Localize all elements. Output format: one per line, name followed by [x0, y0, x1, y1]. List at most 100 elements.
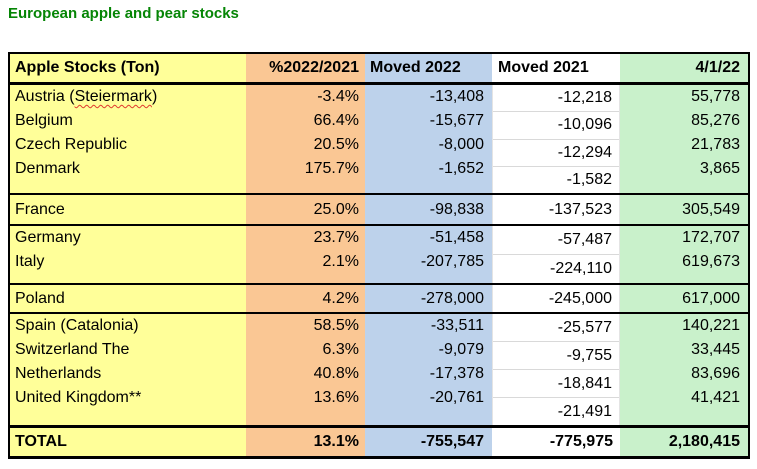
pct-cell[interactable]: 25.0% [313, 200, 359, 218]
stock-column: 55,778 85,276 21,783 3,865 [620, 85, 748, 193]
pct-column: 58.5% 6.3% 40.8% 13.6% [246, 314, 365, 425]
row-label-switzerland[interactable]: Switzerland The [15, 341, 130, 358]
pct-cell[interactable]: 40.8% [313, 365, 359, 382]
stock-column: 305,549 [620, 195, 748, 224]
section-austria-denmark: Austria (Steiermark) Belgium Czech Repub… [10, 85, 748, 195]
stock-column: 140,221 33,445 83,696 41,421 [620, 314, 748, 425]
moved-2021-cell[interactable]: -224,110 [493, 254, 619, 283]
stock-cell[interactable]: 619,673 [682, 253, 740, 270]
pct-column: 4.2% [246, 285, 365, 312]
row-label-czech-republic[interactable]: Czech Republic [15, 136, 128, 153]
pct-cell[interactable]: 2.1% [322, 253, 359, 270]
moved-2022-column: -13,408 -15,677 -8,000 -1,652 [365, 85, 492, 193]
pct-cell[interactable]: 175.7% [304, 160, 359, 177]
moved-2021-cell[interactable]: -25,577 [557, 318, 612, 336]
moved-2021-cell[interactable]: -21,491 [493, 397, 619, 425]
header-cell-date[interactable]: 4/1/22 [695, 59, 740, 76]
moved-2022-cell[interactable]: -98,838 [429, 200, 484, 218]
row-label-austria[interactable]: Austria (Steiermark) [10, 85, 246, 109]
stock-cell[interactable]: 617,000 [682, 289, 740, 307]
moved-2022-cell[interactable]: -207,785 [420, 253, 484, 270]
moved-2021-cell[interactable]: -1,582 [493, 165, 619, 193]
total-stock-cell[interactable]: 2,180,415 [668, 433, 740, 450]
stock-cell[interactable]: 41,421 [691, 389, 740, 406]
stock-cell[interactable]: 33,445 [691, 341, 740, 358]
row-label-denmark[interactable]: Denmark [15, 160, 80, 177]
pct-column: 23.7% 2.1% [246, 226, 365, 283]
country-column: Poland [10, 285, 246, 312]
country-column: Germany Italy [10, 226, 246, 283]
row-label-germany[interactable]: Germany [15, 229, 81, 246]
pct-cell[interactable]: 6.3% [322, 341, 359, 358]
pct-column: -3.4% 66.4% 20.5% 175.7% [246, 85, 365, 193]
row-label-france[interactable]: France [15, 200, 65, 218]
stock-cell[interactable]: 83,696 [691, 365, 740, 382]
header-col-date: 4/1/22 [620, 54, 748, 82]
stock-cell[interactable]: 55,778 [691, 88, 740, 105]
stocks-table: Apple Stocks (Ton) %2022/2021 Moved 2022… [8, 52, 750, 459]
pct-cell[interactable]: 66.4% [313, 112, 359, 129]
header-cell-moved2021[interactable]: Moved 2021 [498, 59, 589, 76]
stock-cell[interactable]: 3,865 [699, 160, 740, 177]
section-germany-italy: Germany Italy 23.7% 2.1% -51,458 -207,78… [10, 226, 748, 285]
pct-cell[interactable]: 13.6% [313, 389, 359, 406]
moved-2022-cell[interactable]: -20,761 [429, 389, 484, 406]
stock-cell[interactable]: 21,783 [691, 136, 740, 153]
header-cell-country[interactable]: Apple Stocks (Ton) [15, 59, 160, 76]
moved-2021-column: -775,975 [492, 428, 620, 456]
row-label-poland[interactable]: Poland [15, 289, 65, 307]
row-label-united-kingdom[interactable]: United Kingdom** [15, 389, 142, 406]
moved-2021-cell[interactable]: -57,487 [557, 231, 612, 248]
moved-2022-cell[interactable]: -13,408 [429, 88, 484, 105]
total-moved-2022-cell[interactable]: -755,547 [420, 433, 484, 450]
moved-2022-cell[interactable]: -33,511 [430, 317, 484, 334]
moved-2021-cell[interactable]: -18,841 [493, 369, 619, 397]
moved-2022-cell[interactable]: -15,677 [429, 112, 484, 129]
header-cell-moved2022[interactable]: Moved 2022 [370, 59, 461, 76]
moved-2022-cell[interactable]: -51,458 [429, 229, 484, 246]
moved-2022-cell[interactable]: -8,000 [438, 136, 484, 153]
misspelled-word: Steiermark [74, 88, 152, 105]
stock-cell[interactable]: 140,221 [682, 317, 740, 334]
stock-cell[interactable]: 85,276 [691, 112, 740, 129]
country-column: Austria (Steiermark) Belgium Czech Repub… [10, 85, 246, 193]
moved-2021-column: -245,000 [492, 285, 620, 312]
header-cell-pct[interactable]: %2022/2021 [269, 59, 359, 76]
stock-cell[interactable]: 305,549 [682, 200, 740, 218]
row-label-belgium[interactable]: Belgium [15, 112, 73, 129]
stock-cell[interactable]: 172,707 [682, 229, 740, 246]
moved-2021-cell[interactable]: -12,294 [493, 138, 619, 166]
pct-cell[interactable]: 58.5% [313, 317, 359, 334]
row-label-italy[interactable]: Italy [15, 253, 45, 270]
total-label[interactable]: TOTAL [15, 433, 67, 450]
row-label-spain[interactable]: Spain (Catalonia) [15, 317, 139, 334]
moved-2022-cell[interactable]: -278,000 [420, 289, 484, 307]
moved-2021-cell[interactable]: -12,218 [557, 89, 612, 107]
header-col-moved2022: Moved 2022 [365, 54, 492, 82]
pct-column: 13.1% [246, 428, 365, 456]
section-poland: Poland 4.2% -278,000 -245,000 617,000 [10, 285, 748, 314]
moved-2021-cell[interactable]: -245,000 [548, 289, 612, 307]
header-col-country: Apple Stocks (Ton) [10, 54, 246, 82]
total-pct-cell[interactable]: 13.1% [313, 433, 359, 450]
row-label-netherlands[interactable]: Netherlands [15, 365, 102, 382]
pct-cell[interactable]: 23.7% [313, 229, 359, 246]
moved-2022-cell[interactable]: -9,079 [438, 341, 484, 358]
total-row: TOTAL 13.1% -755,547 -775,975 2,180,415 [10, 428, 748, 456]
pct-cell[interactable]: 20.5% [313, 136, 359, 153]
moved-2021-column: -12,218 -10,096 -12,294 -1,582 [492, 85, 620, 193]
moved-2021-cell[interactable]: -9,755 [493, 341, 619, 369]
pct-cell[interactable]: 4.2% [322, 289, 359, 307]
country-column: Spain (Catalonia) Switzerland The Nether… [10, 314, 246, 425]
moved-2021-cell[interactable]: -10,096 [493, 111, 619, 138]
moved-2022-column: -278,000 [365, 285, 492, 312]
total-moved-2021-cell[interactable]: -775,975 [549, 433, 613, 450]
country-column: TOTAL [10, 428, 246, 456]
stock-column: 617,000 [620, 285, 748, 312]
label-text: ) [151, 88, 158, 105]
moved-2022-cell[interactable]: -1,652 [438, 160, 484, 177]
moved-2021-cell[interactable]: -137,523 [548, 200, 612, 218]
moved-2022-cell[interactable]: -17,378 [429, 365, 484, 382]
pct-cell[interactable]: -3.4% [317, 88, 359, 105]
